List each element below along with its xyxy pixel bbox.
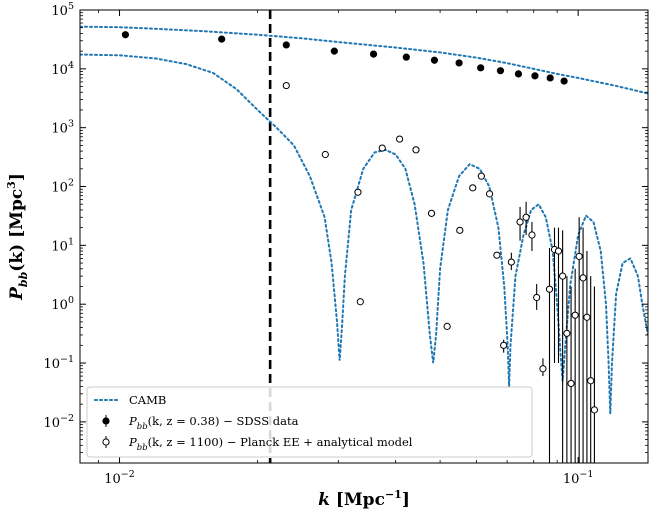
sdss-point: [531, 72, 539, 80]
sdss-point: [218, 35, 226, 43]
planck-point: [395, 135, 404, 143]
y-tick-label: 103: [51, 119, 74, 137]
planck-point: [539, 365, 547, 373]
planck-point: [563, 329, 571, 337]
planck-point: [456, 226, 464, 234]
planck-point: [575, 252, 583, 260]
legend-entry: Pbb(k, z = 1100) − Planck EE + analytica…: [102, 435, 413, 453]
plot-content: [80, 10, 648, 463]
planck-point: [590, 406, 599, 414]
planck-point: [579, 274, 587, 282]
planck-point: [545, 285, 554, 293]
sdss-point: [430, 56, 439, 64]
planck-point: [587, 377, 595, 385]
planck-point: [443, 322, 451, 330]
x-tick-label: 10−2: [104, 469, 135, 487]
x-tick-label: 10−1: [563, 469, 594, 487]
y-tick-label: 101: [51, 236, 74, 254]
planck-point: [493, 251, 501, 259]
planck-point: [469, 184, 477, 192]
planck-point: [516, 218, 524, 226]
sdss-point: [330, 47, 338, 55]
legend-marker-circle: [102, 417, 110, 425]
legend-entry: Pbb(k, z = 0.38) − SDSS data: [102, 414, 299, 432]
camb-curve-1: [80, 53, 648, 414]
planck-point: [522, 213, 530, 221]
planck-point: [412, 146, 420, 154]
planck-point: [477, 172, 485, 180]
planck-point: [427, 209, 436, 217]
sdss-point: [282, 41, 290, 49]
plot-area: 10−2 10−1 100 101 102 103 104 105 10−2 10−1: [43, 1, 649, 487]
legend-label: Pbb(k, z = 0.38) − SDSS data: [128, 414, 299, 432]
planck-point: [528, 231, 536, 239]
legend-marker-circle: [102, 438, 110, 446]
planck-point: [321, 150, 329, 159]
planck-point: [554, 247, 563, 255]
legend-box: [86, 386, 533, 458]
x-axis-label: k [Mpc−1]: [318, 488, 410, 510]
sdss-point: [514, 70, 523, 78]
sdss-point: [560, 77, 568, 85]
sdss-point: [546, 74, 554, 82]
y-axis-label: Pbb(k) [Mpc3]: [5, 173, 30, 301]
legend-label: Pbb(k, z = 1100) − Planck EE + analytica…: [128, 435, 413, 453]
planck-point: [354, 188, 362, 196]
planck-point: [507, 258, 515, 266]
planck-point: [559, 272, 567, 280]
planck-point: [378, 144, 386, 152]
y-tick-label: 10−2: [43, 413, 74, 431]
planck-point: [356, 298, 364, 306]
planck-point: [282, 81, 290, 90]
planck-point: [485, 190, 494, 198]
y-tick-label: 104: [51, 60, 74, 78]
sdss-point: [496, 67, 505, 75]
sdss-point: [402, 53, 410, 61]
planck-point: [500, 341, 508, 349]
camb-curve-0: [80, 25, 648, 95]
sdss-point: [455, 59, 463, 67]
sdss-point: [477, 64, 485, 72]
legend-label: CAMB: [129, 393, 166, 407]
planck-point: [533, 293, 541, 302]
planck-point: [583, 313, 591, 321]
y-tick-label: 100: [51, 295, 74, 313]
axis-labels: k [Mpc−1] Pbb(k) [Mpc3]: [5, 173, 410, 510]
y-tick-label: 105: [51, 1, 74, 19]
planck-point: [571, 311, 579, 319]
planck-point: [567, 379, 575, 388]
legend: CAMB Pbb(k, z = 0.38) − SDSS data Pbb(k, z…: [86, 386, 533, 458]
legend-entry: CAMB: [94, 393, 166, 407]
sdss-point: [369, 50, 378, 58]
y-tick-label: 10−1: [43, 354, 74, 372]
sdss-point: [121, 31, 130, 39]
plot-frame: [79, 9, 649, 464]
y-tick-label: 102: [51, 178, 74, 196]
